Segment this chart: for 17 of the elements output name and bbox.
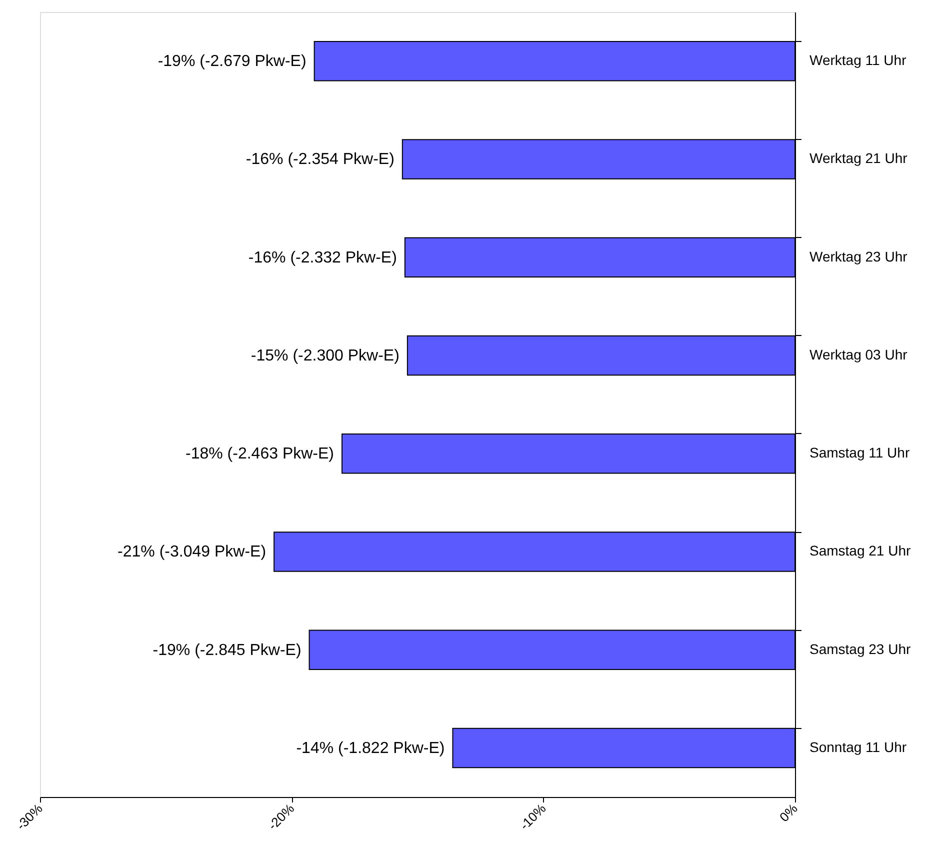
data-label: -19% (-2.679 Pkw-E) bbox=[158, 53, 306, 70]
data-label: -21% (-3.049 Pkw-E) bbox=[118, 544, 266, 561]
data-label: -18% (-2.463 Pkw-E) bbox=[186, 446, 334, 463]
data-label: -19% (-2.845 Pkw-E) bbox=[152, 642, 302, 659]
data-label: -16% (-2.354 Pkw-E) bbox=[246, 151, 394, 168]
y-tick-label: Werktag 11 Uhr bbox=[810, 52, 907, 68]
y-tick-label: Werktag 23 Uhr bbox=[810, 248, 908, 264]
y-tick-label: Werktag 03 Uhr bbox=[810, 346, 908, 362]
data-label: -15% (-2.300 Pkw-E) bbox=[250, 347, 400, 364]
y-tick-label: Samstag 11 Uhr bbox=[810, 444, 910, 461]
y-tick-label: Samstag 21 Uhr bbox=[810, 542, 911, 559]
y-tick-label: Samstag 23 Uhr bbox=[810, 640, 911, 657]
y-tick-label: Sonntag 11 Uhr bbox=[810, 738, 907, 755]
y-tick-label: Werktag 21 Uhr bbox=[810, 150, 908, 166]
x-tick-label: 0% bbox=[776, 800, 801, 825]
data-label: -16% (-2.332 Pkw-E) bbox=[248, 249, 397, 266]
data-label: -14% (-1.822 Pkw-E) bbox=[296, 740, 445, 757]
